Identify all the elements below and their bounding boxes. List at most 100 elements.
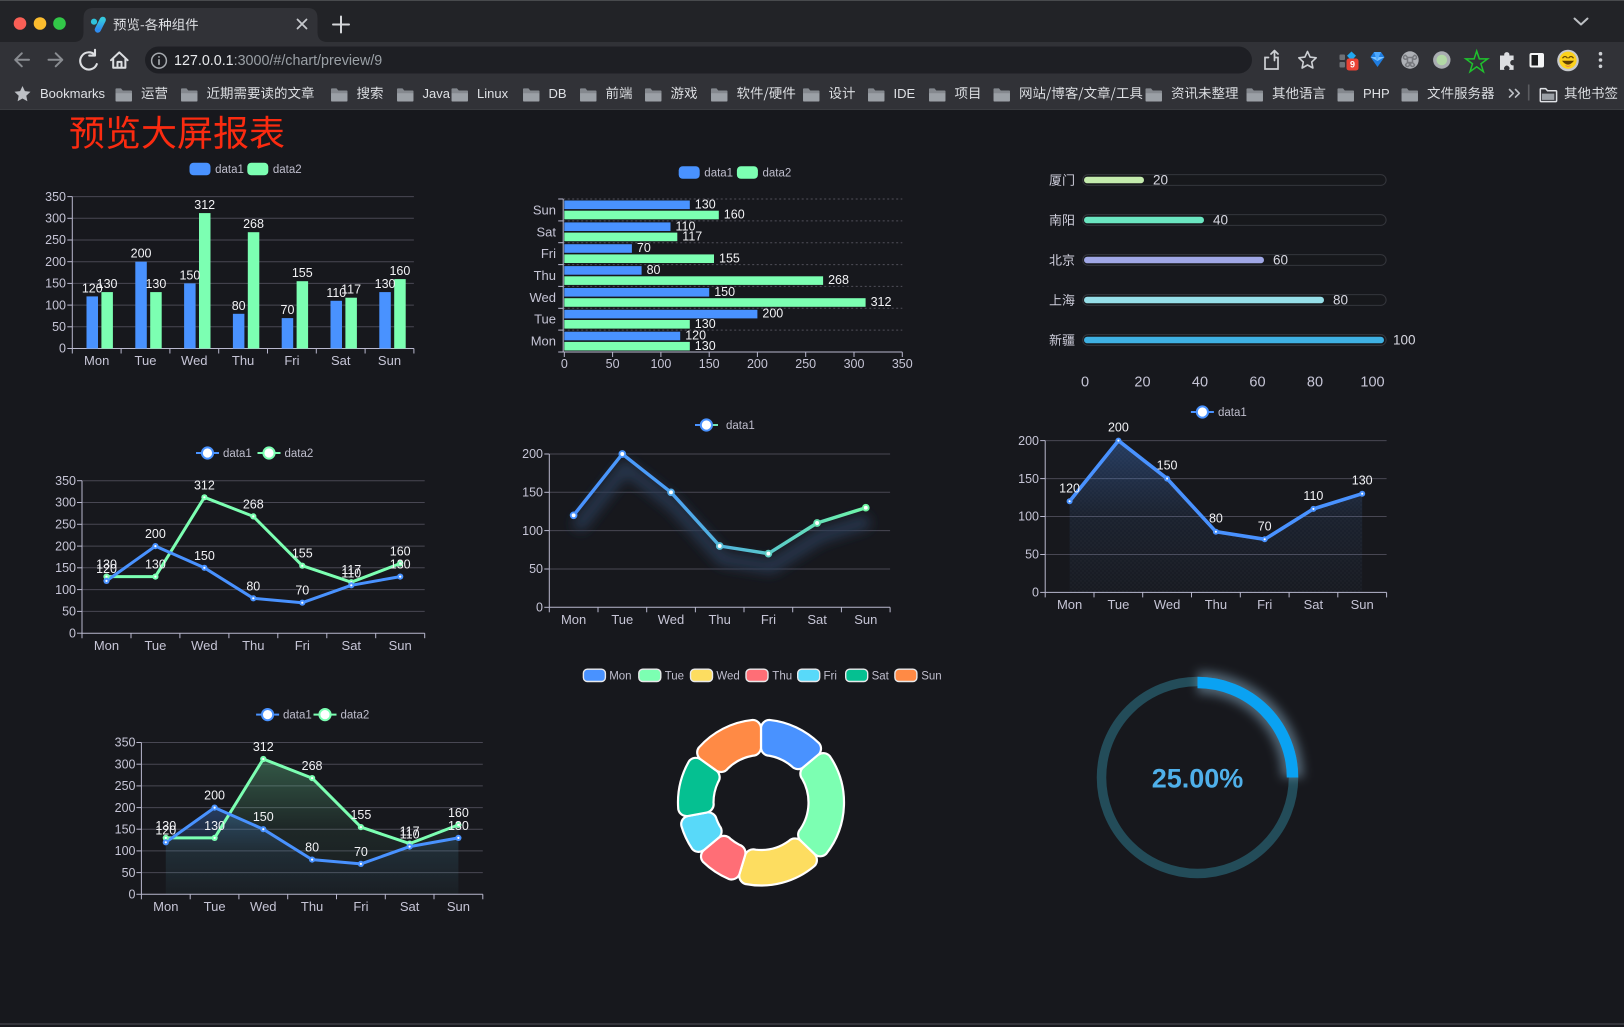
svg-text:110: 110 (400, 828, 420, 842)
svg-text:268: 268 (828, 273, 849, 287)
svg-text:117: 117 (341, 283, 361, 297)
svg-text:300: 300 (45, 212, 66, 226)
svg-text:200: 200 (145, 527, 166, 541)
svg-text:80: 80 (647, 263, 661, 277)
svg-text:160: 160 (448, 806, 469, 820)
svg-text:Sat: Sat (872, 671, 890, 683)
svg-text:100: 100 (522, 524, 543, 538)
svg-text:350: 350 (892, 357, 913, 371)
svg-text:155: 155 (350, 808, 371, 822)
svg-text:Fri: Fri (541, 246, 556, 261)
svg-text:Wed: Wed (181, 353, 208, 368)
svg-text:Sat: Sat (807, 612, 827, 627)
svg-text:Fri: Fri (295, 638, 310, 653)
svg-text:60: 60 (1249, 375, 1265, 391)
svg-text:50: 50 (529, 562, 543, 576)
svg-text:100: 100 (115, 844, 136, 858)
svg-text:100: 100 (1360, 375, 1384, 391)
svg-text:110: 110 (1303, 489, 1323, 503)
svg-text:130: 130 (695, 339, 716, 353)
svg-text:250: 250 (45, 233, 66, 247)
svg-text:40: 40 (1213, 213, 1228, 228)
svg-text:Mon: Mon (1057, 597, 1082, 612)
svg-text:200: 200 (522, 447, 543, 461)
svg-text:200: 200 (115, 801, 136, 815)
svg-text:150: 150 (1157, 459, 1178, 473)
svg-text:Sun: Sun (533, 202, 556, 217)
svg-text:50: 50 (606, 357, 620, 371)
svg-text:100: 100 (55, 583, 76, 597)
svg-text:200: 200 (204, 789, 225, 803)
svg-text:200: 200 (1018, 434, 1039, 448)
svg-text:Tue: Tue (611, 612, 633, 627)
svg-text:300: 300 (115, 757, 136, 771)
svg-text:312: 312 (194, 478, 215, 492)
svg-text:0: 0 (69, 626, 76, 640)
svg-text:Tue: Tue (1107, 597, 1129, 612)
svg-text:Thu: Thu (232, 353, 254, 368)
svg-text:Thu: Thu (242, 638, 264, 653)
svg-text:Tue: Tue (135, 353, 157, 368)
svg-text:80: 80 (1209, 512, 1223, 526)
svg-text:150: 150 (179, 268, 200, 282)
svg-text:data1: data1 (223, 448, 252, 460)
svg-text:Thu: Thu (708, 612, 730, 627)
svg-text:Mon: Mon (94, 638, 119, 653)
svg-text:150: 150 (115, 822, 136, 836)
svg-text:Tue: Tue (204, 899, 226, 914)
svg-text:Fri: Fri (1257, 597, 1272, 612)
svg-text:300: 300 (55, 496, 76, 510)
svg-text:Wed: Wed (1154, 597, 1181, 612)
svg-text:160: 160 (724, 208, 745, 222)
svg-text:Mon: Mon (609, 671, 631, 683)
svg-text:120: 120 (96, 562, 117, 576)
svg-text:100: 100 (650, 357, 671, 371)
svg-text:Mon: Mon (561, 612, 586, 627)
svg-text:200: 200 (55, 539, 76, 553)
svg-text:200: 200 (1108, 421, 1129, 435)
svg-text:data1: data1 (1218, 407, 1247, 419)
svg-text:40: 40 (1192, 375, 1208, 391)
svg-text:60: 60 (1273, 253, 1288, 268)
svg-text:Mon: Mon (531, 334, 556, 349)
svg-text:Bookmarks: Bookmarks (40, 86, 106, 101)
svg-text:150: 150 (253, 810, 274, 824)
svg-text:Sun: Sun (389, 638, 412, 653)
svg-text:155: 155 (292, 266, 313, 280)
svg-text:100: 100 (45, 298, 66, 312)
svg-text:160: 160 (389, 264, 410, 278)
svg-text:130: 130 (96, 558, 117, 572)
svg-text:Thu: Thu (1205, 597, 1227, 612)
svg-text:data1: data1 (726, 420, 755, 432)
svg-text:350: 350 (45, 190, 66, 204)
svg-text:9: 9 (1350, 60, 1355, 70)
svg-text:100: 100 (1393, 333, 1416, 348)
svg-text:Sat: Sat (1304, 597, 1324, 612)
svg-text:312: 312 (871, 295, 892, 309)
svg-text:Sun: Sun (1351, 597, 1374, 612)
svg-text:150: 150 (714, 285, 735, 299)
svg-text:200: 200 (762, 307, 783, 321)
svg-text:Linux: Linux (477, 86, 509, 101)
svg-text:Fri: Fri (824, 671, 837, 683)
svg-text:155: 155 (719, 251, 740, 265)
svg-text:0: 0 (1081, 375, 1089, 391)
svg-text:Mon: Mon (84, 353, 109, 368)
svg-text:120: 120 (685, 329, 706, 343)
svg-text:250: 250 (55, 518, 76, 532)
svg-text:Mon: Mon (153, 899, 178, 914)
svg-text:Thu: Thu (772, 671, 792, 683)
svg-text:130: 130 (155, 819, 176, 833)
svg-text:Sat: Sat (342, 638, 362, 653)
svg-text:150: 150 (45, 277, 66, 291)
svg-text:130: 130 (695, 317, 716, 331)
svg-text:Tue: Tue (144, 638, 166, 653)
svg-text:268: 268 (243, 497, 264, 511)
svg-text:0: 0 (59, 342, 66, 356)
svg-text:PHP: PHP (1363, 86, 1390, 101)
svg-text:80: 80 (246, 579, 260, 593)
svg-text:120: 120 (1059, 481, 1080, 495)
svg-text:20: 20 (1153, 173, 1168, 188)
svg-text:155: 155 (292, 547, 313, 561)
svg-text:300: 300 (844, 357, 865, 371)
